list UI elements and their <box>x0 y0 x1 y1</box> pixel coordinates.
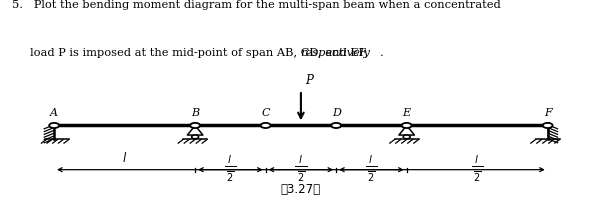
Circle shape <box>49 123 59 128</box>
Text: A: A <box>50 108 58 118</box>
Text: E: E <box>402 108 411 118</box>
Text: B: B <box>191 108 199 118</box>
Circle shape <box>261 123 271 128</box>
Circle shape <box>403 135 410 139</box>
Circle shape <box>543 123 553 128</box>
Text: D: D <box>332 108 340 118</box>
Text: P: P <box>305 74 313 87</box>
Text: C: C <box>261 108 270 118</box>
Text: $\overline{2}$: $\overline{2}$ <box>227 169 234 184</box>
Text: $\overline{2}$: $\overline{2}$ <box>297 169 305 184</box>
Text: respectively: respectively <box>300 48 369 58</box>
Text: $\mathit{l}$: $\mathit{l}$ <box>368 153 373 165</box>
Text: $\overline{2}$: $\overline{2}$ <box>473 169 481 184</box>
Text: 5.   Plot the bending moment diagram for the multi-span beam when a concentrated: 5. Plot the bending moment diagram for t… <box>12 0 500 10</box>
Text: $\overline{2}$: $\overline{2}$ <box>368 169 375 184</box>
Text: load P is imposed at the mid-point of span AB, CD, and EF,: load P is imposed at the mid-point of sp… <box>12 48 372 58</box>
Text: 题3.27图: 题3.27图 <box>281 183 321 196</box>
Text: $\mathit{l}$: $\mathit{l}$ <box>298 153 303 165</box>
Text: $\mathit{l}$: $\mathit{l}$ <box>122 151 127 165</box>
Circle shape <box>192 135 199 139</box>
Circle shape <box>190 123 200 128</box>
Text: $\mathit{l}$: $\mathit{l}$ <box>474 153 479 165</box>
Circle shape <box>331 123 341 128</box>
Circle shape <box>402 123 412 128</box>
Text: .: . <box>379 48 384 58</box>
Text: F: F <box>544 108 552 118</box>
Text: $\mathit{l}$: $\mathit{l}$ <box>227 153 232 165</box>
